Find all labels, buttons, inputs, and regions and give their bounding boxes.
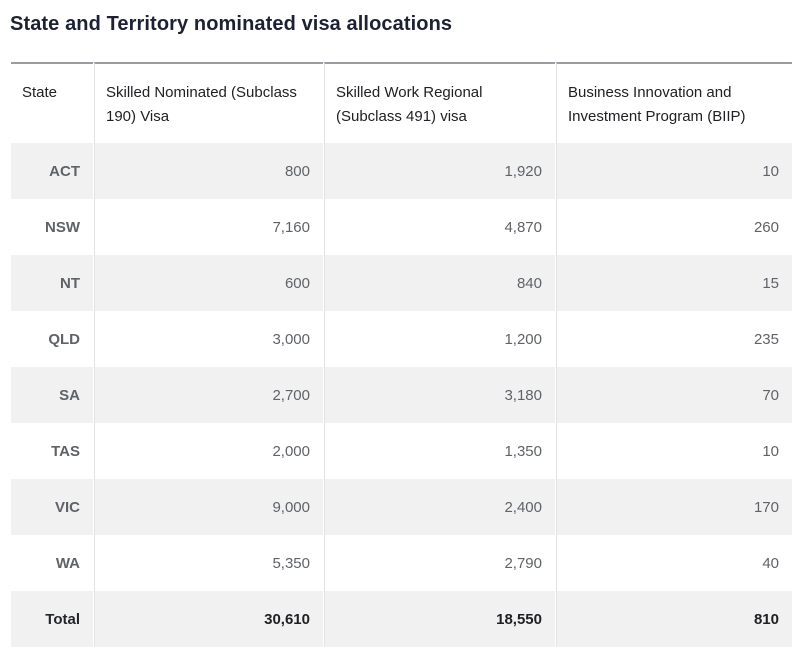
page-container: State and Territory nominated visa alloc… (0, 12, 800, 647)
cell-state: NSW (11, 199, 93, 255)
table-row-wa: WA 5,350 2,790 40 (11, 535, 792, 591)
cell-subclass-491: 1,200 (324, 311, 555, 367)
cell-biip: 70 (556, 367, 792, 423)
cell-biip: 235 (556, 311, 792, 367)
table-row-nt: NT 600 840 15 (11, 255, 792, 311)
table-row-vic: VIC 9,000 2,400 170 (11, 479, 792, 535)
cell-state: VIC (11, 479, 93, 535)
table-row-tas: TAS 2,000 1,350 10 (11, 423, 792, 479)
cell-total-label: Total (11, 591, 93, 647)
cell-state: ACT (11, 143, 93, 199)
cell-subclass-190: 2,000 (94, 423, 323, 479)
table-row-total: Total 30,610 18,550 810 (11, 591, 792, 647)
cell-subclass-190: 7,160 (94, 199, 323, 255)
cell-total-subclass-190: 30,610 (94, 591, 323, 647)
cell-state: TAS (11, 423, 93, 479)
header-row: State Skilled Nominated (Subclass 190) V… (11, 62, 792, 143)
column-header-state: State (11, 62, 93, 143)
column-header-subclass-190: Skilled Nominated (Subclass 190) Visa (94, 62, 323, 143)
cell-subclass-190: 2,700 (94, 367, 323, 423)
cell-total-biip: 810 (556, 591, 792, 647)
cell-subclass-491: 4,870 (324, 199, 555, 255)
cell-subclass-491: 840 (324, 255, 555, 311)
cell-subclass-190: 600 (94, 255, 323, 311)
page-title: State and Territory nominated visa alloc… (10, 13, 453, 35)
cell-biip: 40 (556, 535, 792, 591)
cell-subclass-491: 1,920 (324, 143, 555, 199)
cell-subclass-491: 2,400 (324, 479, 555, 535)
table-row-qld: QLD 3,000 1,200 235 (11, 311, 792, 367)
cell-state: QLD (11, 311, 93, 367)
cell-state: NT (11, 255, 93, 311)
column-header-subclass-491: Skilled Work Regional (Subclass 491) vis… (324, 62, 555, 143)
cell-subclass-190: 5,350 (94, 535, 323, 591)
cell-biip: 260 (556, 199, 792, 255)
column-header-biip: Business Innovation and Investment Progr… (556, 62, 792, 143)
cell-total-subclass-491: 18,550 (324, 591, 555, 647)
cell-state: SA (11, 367, 93, 423)
table-row-act: ACT 800 1,920 10 (11, 143, 792, 199)
cell-subclass-190: 800 (94, 143, 323, 199)
cell-subclass-491: 1,350 (324, 423, 555, 479)
cell-biip: 10 (556, 423, 792, 479)
table-row-sa: SA 2,700 3,180 70 (11, 367, 792, 423)
cell-biip: 170 (556, 479, 792, 535)
cell-subclass-491: 3,180 (324, 367, 555, 423)
cell-biip: 15 (556, 255, 792, 311)
cell-biip: 10 (556, 143, 792, 199)
visa-allocations-table: State Skilled Nominated (Subclass 190) V… (10, 62, 793, 647)
cell-state: WA (11, 535, 93, 591)
cell-subclass-190: 3,000 (94, 311, 323, 367)
table-row-nsw: NSW 7,160 4,870 260 (11, 199, 792, 255)
table-header: State Skilled Nominated (Subclass 190) V… (11, 62, 792, 143)
table-body: ACT 800 1,920 10 NSW 7,160 4,870 260 NT … (11, 143, 792, 647)
cell-subclass-491: 2,790 (324, 535, 555, 591)
cell-subclass-190: 9,000 (94, 479, 323, 535)
